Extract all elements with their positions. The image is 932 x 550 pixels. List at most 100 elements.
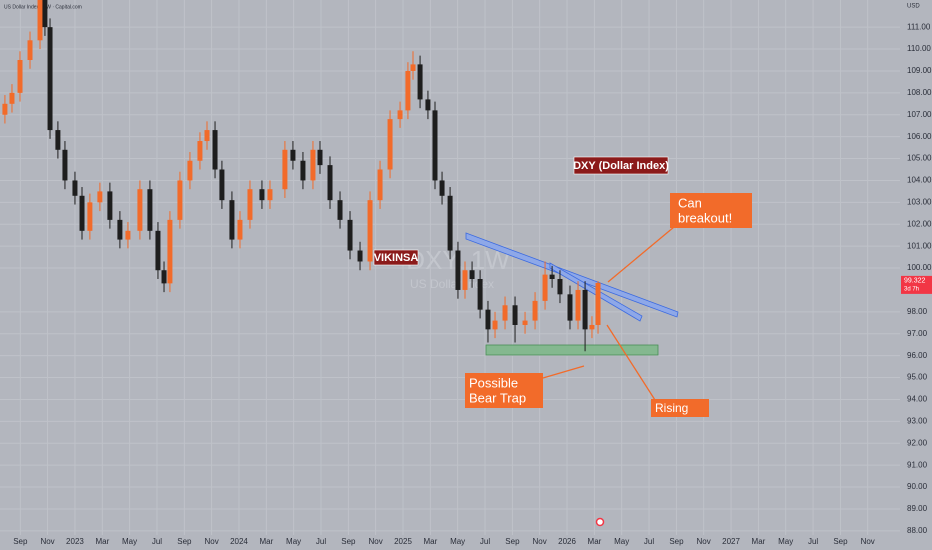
y-tick-label: 88.00 bbox=[907, 526, 928, 535]
x-tick-label: Sep bbox=[505, 537, 520, 546]
y-tick-label: 110.00 bbox=[907, 44, 931, 53]
x-tick-label: May bbox=[778, 537, 793, 546]
x-tick-label: Sep bbox=[341, 537, 356, 546]
x-tick-label: Mar bbox=[95, 537, 109, 546]
candle-body bbox=[317, 149, 323, 166]
y-tick-label: 106.00 bbox=[907, 132, 932, 141]
annotation-box bbox=[670, 193, 752, 228]
x-tick-label: 2027 bbox=[722, 537, 740, 546]
x-tick-label: Mar bbox=[588, 537, 602, 546]
candle-body bbox=[2, 103, 8, 115]
candle-body bbox=[367, 200, 373, 262]
price-label-box bbox=[901, 275, 932, 294]
y-axis-unit: USD bbox=[907, 4, 920, 10]
y-tick-label: 89.00 bbox=[907, 504, 928, 513]
candle-body bbox=[37, 0, 43, 41]
candle-body bbox=[347, 219, 353, 251]
y-tick-label: 103.00 bbox=[907, 197, 932, 206]
x-tick-label: 2023 bbox=[66, 537, 84, 546]
x-tick-label: Sep bbox=[833, 537, 848, 546]
candle-body bbox=[417, 64, 423, 100]
x-tick-label: Nov bbox=[861, 537, 875, 546]
candle-body bbox=[337, 200, 343, 220]
candle-body bbox=[117, 219, 123, 240]
y-tick-label: 96.00 bbox=[907, 351, 928, 360]
y-tick-label: 97.00 bbox=[907, 329, 928, 338]
candle-body bbox=[549, 274, 555, 279]
event-icon[interactable] bbox=[595, 517, 605, 527]
candle-body bbox=[237, 219, 243, 240]
annotation-box bbox=[651, 399, 709, 417]
y-tick-label: 104.00 bbox=[907, 176, 932, 185]
candle-body bbox=[522, 320, 528, 325]
candle-body bbox=[387, 119, 393, 170]
candle-body bbox=[247, 189, 253, 220]
annotation: Possible bbox=[469, 375, 518, 390]
y-tick-label: 94.00 bbox=[907, 395, 928, 404]
candle-body bbox=[492, 320, 498, 330]
candle-body bbox=[55, 130, 61, 150]
y-tick-label: 102.00 bbox=[907, 219, 932, 228]
y-tick-label: 91.00 bbox=[907, 460, 928, 469]
y-tick-label: 105.00 bbox=[907, 154, 932, 163]
annotation: DXY (Dollar Index) bbox=[573, 160, 669, 172]
annotation-box bbox=[573, 156, 669, 175]
candle-body bbox=[161, 270, 167, 284]
candle-body bbox=[397, 110, 403, 120]
candle-body bbox=[267, 189, 273, 201]
candle-body bbox=[589, 324, 595, 330]
x-tick-label: Jul bbox=[808, 537, 818, 546]
candle-body bbox=[300, 160, 306, 181]
candle-body bbox=[469, 270, 475, 279]
candle-body bbox=[177, 180, 183, 220]
y-tick-label: 92.00 bbox=[907, 438, 928, 447]
candles bbox=[2, 0, 601, 352]
arrow-line bbox=[607, 221, 681, 283]
x-tick-label: May bbox=[450, 537, 465, 546]
candle-body bbox=[575, 289, 581, 321]
candle-body bbox=[485, 309, 491, 330]
x-tick-label: 2025 bbox=[394, 537, 412, 546]
annotation-box bbox=[465, 373, 543, 408]
grid bbox=[0, 0, 900, 535]
candle-body bbox=[107, 191, 113, 220]
y-tick-label: 90.00 bbox=[907, 482, 928, 491]
candle-body bbox=[212, 130, 218, 170]
price-label: 99.322 bbox=[904, 278, 926, 285]
y-tick-label: 101.00 bbox=[907, 241, 932, 250]
candle-body bbox=[512, 305, 518, 325]
candle-body bbox=[432, 110, 438, 181]
y-tick-label: 93.00 bbox=[907, 416, 928, 425]
candle-body bbox=[532, 300, 538, 321]
arrow-line bbox=[606, 324, 656, 401]
candle-body bbox=[155, 230, 161, 271]
x-tick-label: Nov bbox=[40, 537, 54, 546]
candle-body bbox=[137, 189, 143, 231]
candle-body bbox=[229, 200, 235, 240]
candle-body bbox=[557, 278, 563, 295]
candle-body bbox=[282, 149, 288, 190]
support-zone bbox=[485, 344, 659, 356]
candle-body bbox=[567, 294, 573, 321]
x-tick-label: Sep bbox=[669, 537, 684, 546]
candle-body bbox=[405, 70, 411, 111]
candle-body bbox=[197, 141, 203, 161]
y-tick-label: 108.00 bbox=[907, 88, 932, 97]
candle-body bbox=[72, 180, 78, 196]
y-tick-label: 109.00 bbox=[907, 66, 932, 75]
x-tick-label: May bbox=[286, 537, 301, 546]
candle-body bbox=[62, 149, 68, 181]
candle-body bbox=[204, 130, 210, 142]
candle-body bbox=[290, 149, 296, 161]
x-tick-label: Jul bbox=[316, 537, 326, 546]
candle-body bbox=[327, 165, 333, 201]
candle-body bbox=[79, 195, 85, 231]
candle-body bbox=[439, 180, 445, 196]
candle-body bbox=[462, 270, 468, 290]
annotation: breakout! bbox=[678, 210, 732, 225]
candle-body bbox=[357, 250, 363, 262]
x-tick-label: Mar bbox=[752, 537, 766, 546]
candle-body bbox=[502, 305, 508, 321]
candle-body bbox=[377, 169, 383, 201]
x-tick-label: Nov bbox=[533, 537, 547, 546]
